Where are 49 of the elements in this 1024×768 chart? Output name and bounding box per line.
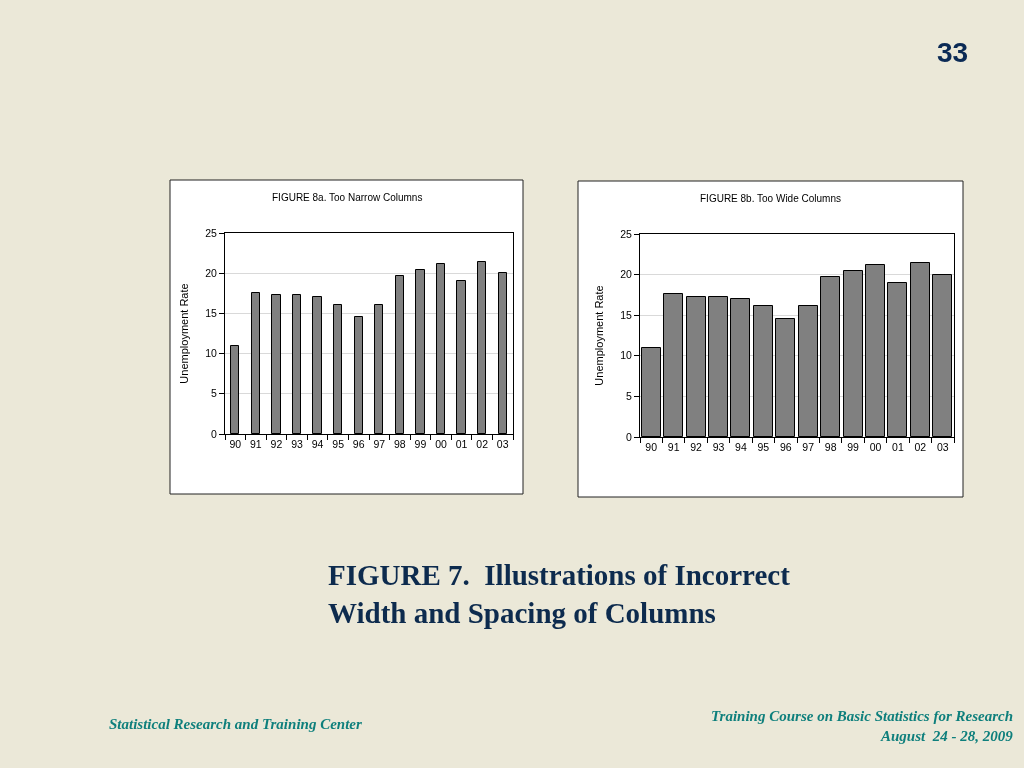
x-tick-label: 97 [373, 437, 386, 450]
x-tick-label: 93 [291, 437, 303, 450]
x-tick-label: 99 [847, 440, 860, 453]
x-tick-label: 97 [802, 440, 815, 453]
x-tick-label: 00 [869, 440, 882, 453]
y-tick-label: 20 [205, 266, 218, 279]
x-tick-label: 01 [455, 437, 468, 450]
x-tick-label: 00 [435, 437, 447, 450]
x-tick-label: 90 [645, 440, 658, 453]
text: Training Course on Basic Statistics for Research [711, 708, 1013, 724]
y-tick-label: 15 [205, 307, 218, 320]
x-tick-label: 96 [352, 437, 365, 450]
y-tick-label: 15 [620, 308, 633, 321]
text: 33 [937, 37, 969, 68]
x-tick-label: 98 [824, 440, 837, 453]
x-tick-label: 94 [311, 437, 324, 450]
y-tick-label: 20 [620, 268, 633, 281]
x-tick-label: 98 [394, 437, 406, 450]
y-tick-label: 25 [620, 227, 633, 240]
x-tick-label: 94 [735, 440, 747, 453]
x-tick-label: 96 [779, 440, 792, 453]
x-tick-label: 95 [757, 440, 770, 453]
text: Statistical Research and Training Center [109, 716, 362, 732]
y-tick-label: 10 [205, 347, 218, 360]
x-tick-label: 91 [667, 440, 680, 453]
y-tick-label: 5 [626, 390, 633, 403]
x-tick-label: 95 [332, 437, 345, 450]
text: August 24 - 28, 2009 [880, 728, 1014, 744]
x-tick-label: 92 [270, 437, 283, 450]
x-tick-label: 02 [476, 437, 489, 450]
x-tick-label: 03 [936, 440, 949, 453]
x-tick-label: 03 [496, 437, 509, 450]
chart-title: FIGURE 8a. Too Narrow Columns [272, 192, 423, 203]
y-tick-label: 25 [205, 226, 218, 239]
x-tick-label: 93 [712, 440, 725, 453]
x-tick-label: 92 [690, 440, 703, 453]
x-tick-label: 90 [229, 437, 242, 450]
x-tick-label: 99 [414, 437, 427, 450]
text: FIGURE 7. Illustrations of Incorrect Width and Spacing of Columns [328, 559, 791, 629]
y-tick-label: 0 [211, 427, 218, 440]
y-tick-label: 0 [626, 430, 633, 443]
y-axis-title: Unemployment Rate [592, 285, 605, 386]
y-tick-label: 10 [620, 349, 633, 362]
y-tick-label: 5 [211, 387, 218, 400]
x-tick-label: 91 [250, 437, 262, 450]
x-tick-label: 01 [892, 440, 904, 453]
chart-title: FIGURE 8b. Too Wide Columns [700, 193, 841, 204]
x-tick-label: 02 [914, 440, 927, 453]
y-axis-title: Unemployment Rate [177, 283, 190, 384]
